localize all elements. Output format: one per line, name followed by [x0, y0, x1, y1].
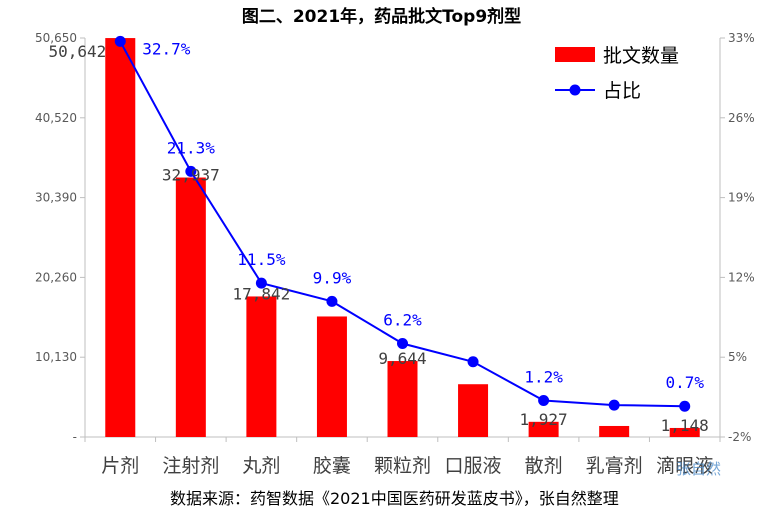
line-value-label: 11.5% [237, 250, 286, 269]
y-left-tick-label: 40,520 [35, 111, 77, 125]
bar-value-label: 17,842 [232, 284, 290, 303]
bar [528, 421, 559, 437]
axes: - 10,130 20,260 30,390 40,520 50,650 -2% 5% 12% 1… [35, 31, 755, 477]
line-point [679, 400, 691, 412]
bar [458, 384, 489, 437]
bar-value-label: 1,927 [520, 410, 568, 429]
line-value-label: 9.9% [313, 268, 352, 287]
x-tick-label: 散剂 [525, 455, 563, 477]
line-value-label: 21.3% [167, 138, 216, 157]
y-right-tick-label: -2% [728, 430, 751, 444]
watermark: 张自然 [676, 460, 722, 478]
chart-title: 图二、2021年，药品批文Top9剂型 [241, 7, 522, 27]
legend-line-marker [569, 84, 581, 96]
x-tick-label: 片剂 [101, 455, 139, 477]
y-left-tick-label: - [73, 430, 77, 444]
source-note: 数据来源：药智数据《2021中国医药研发蓝皮书》，张自然整理 [170, 489, 619, 508]
x-tick-label: 口服液 [445, 455, 502, 477]
line-point [114, 35, 126, 47]
x-tick-label: 胶囊 [313, 455, 351, 477]
bar [599, 425, 630, 437]
line-point [467, 356, 479, 368]
y-left-tick-label: 30,390 [35, 191, 77, 205]
line-point [255, 277, 267, 289]
line-series [114, 35, 691, 412]
bar [669, 427, 700, 437]
line-point [608, 399, 620, 411]
x-tick-label: 丸剂 [242, 455, 280, 477]
y-right-tick-label: 33% [728, 31, 755, 45]
legend-bar-swatch [555, 47, 595, 62]
bar [246, 296, 277, 437]
legend-bar-label: 批文数量 [603, 45, 679, 67]
y-left-tick-label: 10,130 [35, 350, 77, 364]
legend: 批文数量 占比 [555, 45, 679, 102]
bar [387, 361, 418, 437]
x-tick-label: 颗粒剂 [374, 455, 431, 477]
y-left-tick-label: 20,260 [35, 270, 77, 284]
line-value-label: 32.7% [142, 39, 191, 58]
x-tick-label: 乳膏剂 [586, 454, 643, 477]
legend-line-label: 占比 [603, 80, 641, 102]
line-point [326, 295, 338, 307]
x-tick-label: 滴眼液 [656, 455, 713, 477]
line-point [185, 165, 197, 177]
bar-value-label: 9,644 [378, 349, 426, 368]
bar [316, 316, 347, 437]
y-right-tick-label: 5% [728, 350, 747, 364]
bar-value-label: 50,642 [48, 42, 106, 61]
x-tick-label: 注射剂 [162, 455, 219, 477]
y-right-tick-label: 19% [728, 191, 755, 205]
bar-series [105, 38, 700, 438]
bar-value-label: 1,148 [661, 416, 709, 435]
bar-value-label: 32,937 [162, 166, 220, 185]
data-labels: 50,642 32,937 17,842 9,644 1,927 1,148 32.7% 21… [48, 39, 708, 435]
line-point [538, 395, 550, 407]
line-value-label: 0.7% [665, 373, 704, 392]
y-right-tick-label: 12% [728, 270, 755, 284]
y-left-tick-label: 50,650 [35, 31, 77, 45]
line-point [397, 338, 408, 350]
line-value-label: 1.2% [524, 368, 563, 387]
line-value-label: 6.2% [383, 311, 422, 330]
bar [105, 38, 136, 437]
bar [175, 177, 206, 438]
y-right-tick-label: 26% [728, 111, 755, 125]
